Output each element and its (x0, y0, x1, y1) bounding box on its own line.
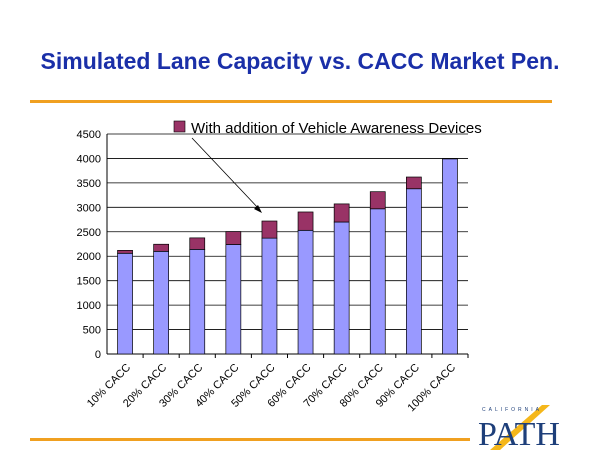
svg-text:CALIFORNIA: CALIFORNIA (482, 407, 542, 413)
svg-text:PATH: PATH (478, 416, 560, 450)
y-tick-label: 3000 (77, 202, 101, 214)
slide-title: Simulated Lane Capacity vs. CACC Market … (40, 48, 560, 74)
y-tick-label: 500 (83, 325, 101, 337)
bar-base (406, 188, 422, 355)
bottom-divider (30, 438, 470, 441)
bar-addition (117, 250, 133, 254)
bar-base (261, 237, 278, 355)
bar-addition (153, 243, 169, 252)
bar-base (225, 244, 242, 355)
bar-base (369, 208, 386, 355)
california-path-logo: CALIFORNIA PATH (478, 405, 560, 450)
y-tick-label: 1000 (77, 300, 101, 312)
bar-base (117, 252, 133, 355)
bar-addition (225, 231, 242, 245)
y-tick-label: 2500 (77, 227, 101, 239)
bar-addition (189, 237, 206, 250)
legend-swatch (173, 120, 186, 133)
y-tick-label: 4500 (77, 129, 101, 141)
bar-addition (261, 220, 278, 239)
legend-label: With addition of Vehicle Awareness Devic… (191, 120, 482, 137)
y-tick-label: 4000 (77, 153, 101, 165)
top-divider (30, 100, 552, 103)
bar-base (333, 221, 350, 355)
bar-base (153, 250, 169, 355)
y-tick-label: 2000 (77, 251, 101, 263)
y-tick-label: 1500 (77, 276, 101, 288)
arrow-head (254, 205, 262, 213)
y-tick-label: 3500 (77, 178, 101, 190)
bar-addition (369, 191, 386, 210)
bar-addition (297, 211, 314, 231)
bar-addition (406, 176, 422, 190)
annotation-arrow (191, 137, 261, 211)
bar-base (189, 249, 206, 355)
bar-base (442, 158, 458, 355)
bar-base (297, 229, 314, 355)
bar-addition (333, 203, 350, 223)
y-tick-label: 0 (95, 349, 101, 361)
